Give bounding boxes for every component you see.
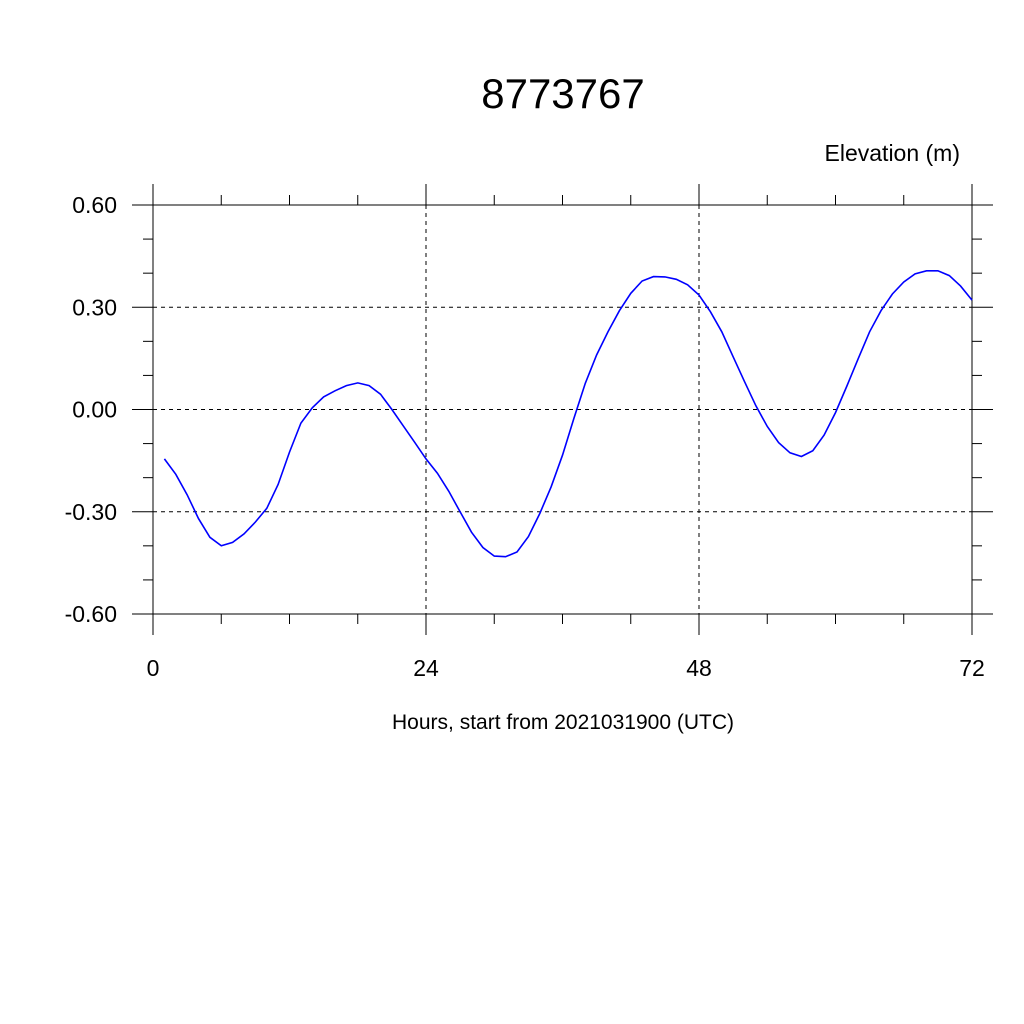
x-axis-label: Hours, start from 2021031900 (UTC): [392, 711, 734, 734]
y-axis-label: Elevation (m): [825, 140, 960, 166]
tick-labels: 0 24 48 72 0.60 0.30 0.00 -0.30 -0.60: [65, 192, 985, 681]
series-line: [163, 269, 973, 558]
y-tick-label: -0.30: [65, 499, 117, 525]
x-tick-label: 72: [959, 655, 985, 681]
x-tick-label: 24: [413, 655, 439, 681]
ticks: [132, 184, 993, 635]
y-tick-label: 0.30: [72, 294, 117, 320]
plot-frame: [152, 204, 973, 615]
y-tick-label: 0.00: [72, 397, 117, 423]
y-tick-label: -0.60: [65, 601, 117, 627]
x-tick-label: 0: [147, 655, 160, 681]
chart-title: 8773767: [481, 70, 645, 117]
grid: [152, 204, 973, 615]
y-tick-label: 0.60: [72, 192, 117, 218]
x-tick-label: 48: [686, 655, 712, 681]
